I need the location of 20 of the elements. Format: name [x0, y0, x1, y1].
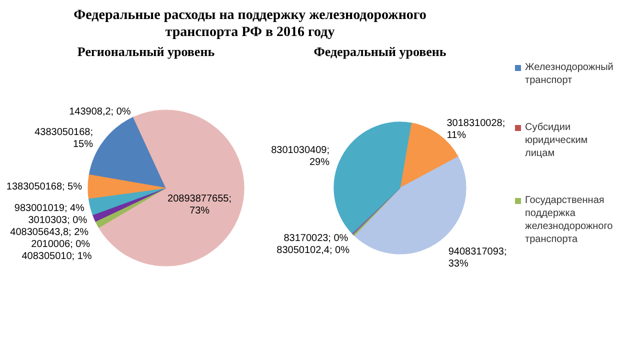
data-label: 408305643,8; 2% — [10, 227, 89, 238]
legend-label: Государственная поддержка железнодорожного транспорта — [525, 195, 614, 245]
legend-label: Железнодорожный транспорт — [525, 62, 614, 86]
chart-subtitle: Региональный уровень — [77, 44, 215, 59]
data-label: 3010303; 0% — [28, 215, 88, 226]
data-label: 408305010; 1% — [22, 251, 92, 262]
legend-label: Субсидии юридическим лицам — [525, 122, 588, 159]
data-label: 9408317093; 33% — [448, 246, 507, 270]
data-label: 3018310028; 11% — [446, 118, 506, 142]
data-label: 20893877655; 73% — [168, 193, 232, 216]
data-label: 83050102,4; 0% — [276, 245, 350, 256]
chart-title: Федеральные расходы на поддержку железнодорожного транспорта РФ в 2016 году — [74, 8, 426, 40]
data-label: 983001019; 4% — [14, 203, 85, 214]
data-label: 1383050168; 5% — [6, 181, 82, 192]
chart-title: Федеральный уровень — [314, 44, 446, 59]
data-label: 2010006; 0% — [31, 239, 90, 250]
data-label: 143908,2; 0% — [69, 106, 131, 118]
data-label: 83170023; 0% — [284, 233, 348, 244]
data-label: 4383050168; 15% — [34, 126, 94, 150]
data-label: 8301030409; 29% — [271, 145, 330, 168]
